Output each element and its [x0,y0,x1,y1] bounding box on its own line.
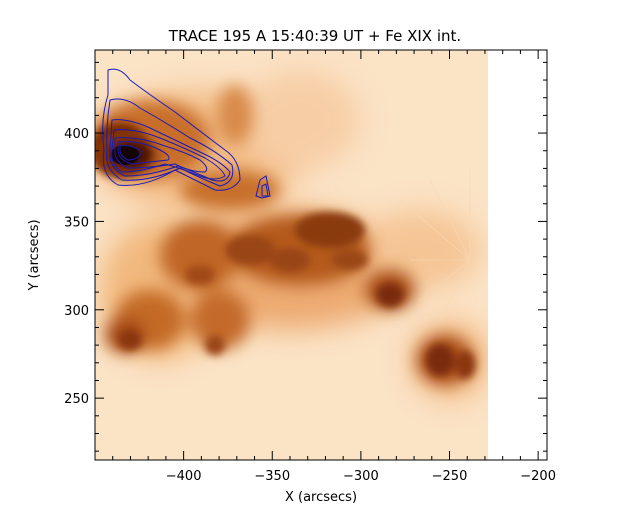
y-tick-label: 250 [64,392,89,407]
x-tick-label: −250 [432,469,468,484]
plot-frame [94,49,548,461]
y-tick-label: 400 [64,127,89,142]
x-axis: −400 −350 −300 −250 −200 [112,50,556,484]
x-axis-label: X (arcsecs) [285,490,357,505]
x-tick-label: −400 [166,469,202,484]
x-tick-label: −200 [520,469,556,484]
y-tick-label: 300 [64,304,89,319]
y-tick-label: 350 [64,215,89,230]
figure-title: TRACE 195 A 15:40:39 UT + Fe XIX int. [168,27,461,45]
y-axis-label: Y (arcsecs) [27,219,42,291]
x-tick-label: −350 [254,469,290,484]
solar-euv-image [95,50,488,460]
x-tick-label: −300 [343,469,379,484]
y-axis: 250 300 350 400 [64,61,547,452]
fe-xix-contours [102,68,271,199]
